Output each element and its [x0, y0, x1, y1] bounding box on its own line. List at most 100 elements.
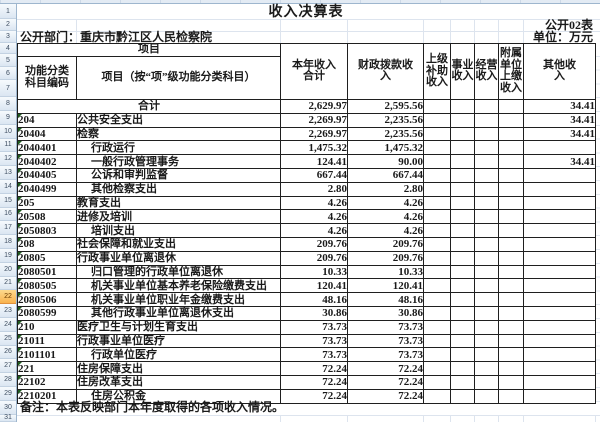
cell-operating-income[interactable]	[474, 306, 499, 321]
cell-superior-subsidy[interactable]	[423, 126, 451, 142]
table-row[interactable]: 21011 行政事业单位医疗 73.73 73.73	[17, 333, 596, 349]
row-number-cell[interactable]: 11	[0, 138, 16, 153]
cell-total-income[interactable]: 124.41	[280, 154, 348, 170]
table-row[interactable]: 204 公共安全支出 2,269.97 2,235.56 34.41	[17, 112, 596, 128]
row-number-cell[interactable]: 5	[0, 54, 16, 67]
cell-operating-income[interactable]	[474, 361, 499, 377]
cell-function-code[interactable]: 2040402	[17, 154, 77, 170]
table-row[interactable]: 2210201 住房公积金 72.24 72.24	[17, 388, 596, 404]
cell-business-income[interactable]	[450, 361, 475, 377]
cell-other-income[interactable]	[523, 181, 596, 197]
cell-fiscal-appropriation[interactable]: 72.24	[347, 375, 424, 390]
cell-function-code[interactable]: 204	[17, 112, 77, 128]
cell-operating-income[interactable]	[474, 237, 499, 252]
row-number-cell[interactable]: 7	[0, 80, 16, 97]
cell-superior-subsidy[interactable]	[423, 154, 451, 170]
cell-business-income[interactable]	[450, 168, 475, 183]
table-row[interactable]: 205 教育支出 4.26 4.26	[17, 195, 596, 211]
cell-superior-subsidy[interactable]	[423, 347, 451, 363]
cell-other-income[interactable]: 34.41	[523, 154, 596, 170]
row-number-cell[interactable]: 24	[0, 317, 16, 332]
cell-total-income[interactable]: 667.44	[280, 168, 348, 183]
cell-item-name[interactable]: 公共安全支出	[76, 112, 281, 128]
row-number-cell[interactable]: 3	[0, 31, 16, 43]
cell-item-name[interactable]: 行政单位医疗	[76, 347, 281, 363]
unit-cell[interactable]: 单位：万元	[532, 30, 593, 44]
table-row[interactable]: 2080506 机关事业单位职业年金缴费支出 48.16 48.16	[17, 292, 596, 308]
cell-fiscal-appropriation[interactable]: 1,475.32	[347, 140, 424, 156]
cell-affiliate-remittance[interactable]	[498, 347, 524, 363]
cell-function-code[interactable]: 210	[17, 319, 77, 335]
cell-fiscal-appropriation[interactable]: 2.80	[347, 181, 424, 197]
cell-item-name[interactable]: 行政运行	[76, 140, 281, 156]
cell-operating-income[interactable]	[474, 181, 499, 197]
cell-operating-income[interactable]	[474, 168, 499, 183]
cell-superior-subsidy[interactable]	[423, 250, 451, 266]
cell-operating-income[interactable]	[474, 292, 499, 308]
table-row[interactable]: 20805 行政事业单位离退休 209.76 209.76	[17, 250, 596, 266]
cell-item-name[interactable]: 社会保障和就业支出	[76, 237, 281, 252]
cell-affiliate-remittance[interactable]	[498, 361, 524, 377]
cell-superior-subsidy[interactable]	[423, 278, 451, 294]
cell-function-code[interactable]: 221	[17, 361, 77, 377]
table-row[interactable]: 22102 住房改革支出 72.24 72.24	[17, 375, 596, 390]
cell-total-income[interactable]: 120.41	[280, 278, 348, 294]
table-row[interactable]: 208 社会保障和就业支出 209.76 209.76	[17, 237, 596, 252]
cell-affiliate-remittance[interactable]	[498, 319, 524, 335]
cell-operating-income[interactable]	[474, 333, 499, 349]
cell-function-code[interactable]: 2210201	[17, 388, 77, 404]
cell-business-income[interactable]	[450, 112, 475, 128]
cell-other-income[interactable]: 34.41	[523, 112, 596, 128]
cell-superior-subsidy[interactable]	[423, 361, 451, 377]
cell-other-income[interactable]	[523, 209, 596, 225]
cell-item-name[interactable]: 教育支出	[76, 195, 281, 211]
cell-fiscal-appropriation[interactable]: 72.24	[347, 388, 424, 404]
cell-superior-subsidy[interactable]	[423, 264, 451, 280]
cell-superior-subsidy[interactable]	[423, 319, 451, 335]
cell-fiscal-appropriation[interactable]: 4.26	[347, 195, 424, 211]
row-number-cell[interactable]: 28	[0, 373, 16, 387]
cell-affiliate-remittance[interactable]	[498, 195, 524, 211]
cell-affiliate-remittance[interactable]	[498, 112, 524, 128]
table-row[interactable]: 20404 检察 2,269.97 2,235.56 34.41	[17, 126, 596, 142]
col-header-operating-income[interactable]: 经营 收入	[474, 43, 499, 100]
cell-superior-subsidy[interactable]	[423, 181, 451, 197]
cell-function-code[interactable]: 2080501	[17, 264, 77, 280]
cell-affiliate-remittance[interactable]	[498, 168, 524, 183]
cell-other-income[interactable]	[523, 140, 596, 156]
cell-item-name[interactable]: 住房保障支出	[76, 361, 281, 377]
cell-item-name[interactable]: 住房公积金	[76, 388, 281, 404]
sheet-title-cell[interactable]: 收入决算表	[268, 5, 344, 20]
cell-affiliate-remittance[interactable]	[498, 154, 524, 170]
cell-affiliate-remittance[interactable]	[498, 333, 524, 349]
cell-fiscal-appropriation[interactable]: 209.76	[347, 237, 424, 252]
cell-other-income[interactable]	[523, 333, 596, 349]
row-number-cell[interactable]: 14	[0, 179, 16, 194]
cell-operating-income[interactable]	[474, 140, 499, 156]
cell-function-code[interactable]: 20404	[17, 126, 77, 142]
cell-business-income[interactable]	[450, 292, 475, 308]
cell-superior-subsidy[interactable]	[423, 375, 451, 390]
cell-item-name[interactable]: 行政事业单位医疗	[76, 333, 281, 349]
col-header-item[interactable]: 项目（按“项”级功能分类科目）	[76, 55, 281, 100]
cell-affiliate-remittance[interactable]	[498, 126, 524, 142]
cell-operating-income[interactable]	[474, 278, 499, 294]
cell-total-income[interactable]: 2,269.97	[280, 126, 348, 142]
cell-fiscal-appropriation[interactable]: 10.33	[347, 264, 424, 280]
row-number-cell[interactable]: 8	[0, 97, 16, 111]
cell-superior-subsidy[interactable]	[423, 209, 451, 225]
row-number-cell[interactable]: 12	[0, 152, 16, 167]
table-row[interactable]: 221 住房保障支出 72.24 72.24	[17, 361, 596, 377]
table-row[interactable]: 210 医疗卫生与计划生育支出 73.73 73.73	[17, 319, 596, 335]
cell-operating-income[interactable]	[474, 209, 499, 225]
cell-other-income[interactable]	[523, 223, 596, 239]
cell-operating-income[interactable]	[474, 223, 499, 239]
cell-item-name[interactable]: 其他行政事业单位离退休支出	[76, 306, 281, 321]
cell-superior-subsidy[interactable]	[423, 223, 451, 239]
table-row[interactable]: 2080505 机关事业单位基本养老保险缴费支出 120.41 120.41	[17, 278, 596, 294]
cell-business-income[interactable]	[450, 223, 475, 239]
cell-other-income[interactable]	[523, 250, 596, 266]
cell-business-income[interactable]	[450, 237, 475, 252]
row-number-cell[interactable]: 15	[0, 193, 16, 208]
total-label-cell[interactable]: 合计	[17, 98, 281, 114]
